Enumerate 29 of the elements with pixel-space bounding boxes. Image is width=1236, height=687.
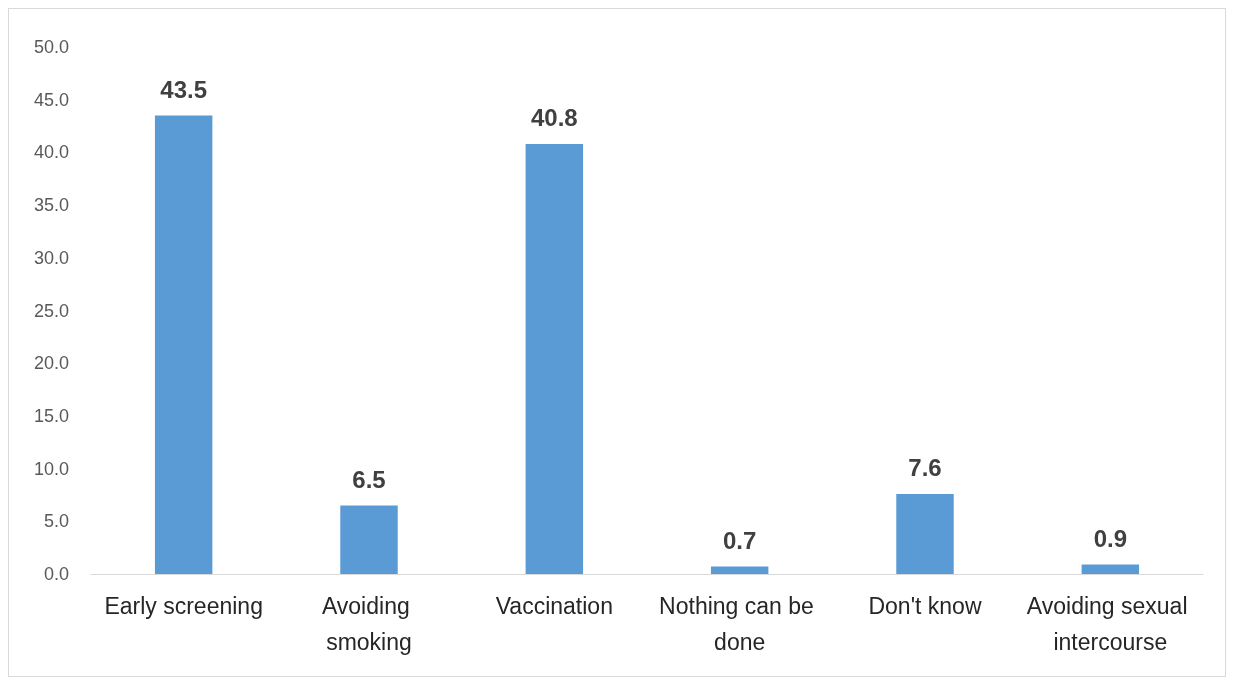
x-tick-label: Don't know (868, 593, 982, 619)
y-tick-label: 35.0 (33, 195, 69, 216)
x-tick-label: Vaccination (495, 593, 613, 619)
x-tick-label: Early screening (104, 593, 263, 619)
bar (340, 505, 398, 574)
y-tick-label: 0.0 (43, 564, 69, 584)
y-tick-label: 20.0 (33, 353, 69, 374)
data-label: 40.8 (530, 104, 578, 132)
data-label: 6.5 (352, 465, 386, 493)
bar (896, 493, 954, 574)
x-tick-label: Avoiding sexual intercourse (1026, 593, 1194, 655)
bar (1081, 564, 1140, 574)
data-label: 43.5 (160, 76, 208, 104)
bar (154, 115, 213, 574)
data-label: 7.6 (908, 454, 942, 482)
y-tick-label: 45.0 (33, 89, 69, 110)
bar (525, 143, 584, 574)
y-tick-label: 25.0 (33, 300, 69, 321)
y-tick-label: 15.0 (33, 405, 69, 426)
y-tick-label: 5.0 (43, 511, 69, 532)
bar (710, 566, 769, 574)
data-label: 0.9 (1093, 525, 1128, 553)
x-tick-label: Nothing can be done (659, 593, 821, 655)
y-tick-label: 50.0 (33, 37, 69, 57)
y-tick-label: 40.0 (33, 142, 69, 163)
y-tick-label: 10.0 (33, 458, 69, 479)
x-tick-label: Avoiding smoking (321, 593, 417, 655)
y-tick-label: 30.0 (33, 247, 69, 268)
data-label: 0.7 (722, 527, 757, 555)
